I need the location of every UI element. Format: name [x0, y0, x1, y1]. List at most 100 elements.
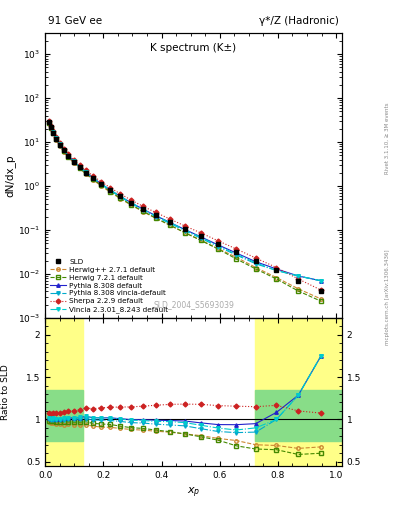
Pythia 8.308 default	[66, 153, 71, 159]
Pythia 8.308 default	[182, 226, 187, 232]
Herwig++ 2.7.1 default	[99, 183, 104, 189]
Pythia 8.308 default	[167, 219, 172, 225]
Sherpa 2.2.9 default	[182, 223, 187, 229]
SLD	[72, 159, 76, 165]
Pythia 8.308 default	[253, 259, 258, 265]
SLD	[99, 181, 104, 187]
Pythia 8.308 vincia-default	[91, 176, 95, 182]
Pythia 8.308 default	[118, 193, 123, 199]
Herwig++ 2.7.1 default	[274, 274, 279, 281]
Sherpa 2.2.9 default	[167, 216, 172, 222]
Vincia 2.3.01_8.243 default	[49, 124, 53, 130]
Vincia 2.3.01_8.243 default	[57, 141, 62, 147]
Vincia 2.3.01_8.243 default	[167, 220, 172, 226]
Pythia 8.308 vincia-default	[296, 273, 301, 279]
SLD	[46, 119, 51, 125]
Herwig++ 2.7.1 default	[182, 229, 187, 236]
Pythia 8.308 vincia-default	[66, 153, 71, 159]
Pythia 8.308 default	[296, 273, 301, 279]
SLD	[296, 278, 301, 284]
Vincia 2.3.01_8.243 default	[129, 200, 133, 206]
Text: γ*/Z (Hadronic): γ*/Z (Hadronic)	[259, 16, 339, 26]
Vincia 2.3.01_8.243 default	[51, 129, 56, 135]
Sherpa 2.2.9 default	[84, 167, 88, 174]
SLD	[118, 194, 123, 200]
Vincia 2.3.01_8.243 default	[234, 251, 239, 258]
Line: Vincia 2.3.01_8.243 default: Vincia 2.3.01_8.243 default	[47, 120, 323, 283]
Pythia 8.308 vincia-default	[99, 181, 104, 187]
Herwig 7.2.1 default	[198, 238, 203, 244]
Sherpa 2.2.9 default	[319, 287, 323, 293]
SLD	[167, 219, 172, 225]
Herwig 7.2.1 default	[57, 142, 62, 148]
SLD	[141, 206, 145, 212]
Vincia 2.3.01_8.243 default	[77, 163, 82, 169]
Bar	[255, 390, 342, 440]
Pythia 8.308 vincia-default	[182, 227, 187, 233]
Pythia 8.308 default	[77, 164, 82, 170]
Y-axis label: Ratio to SLD: Ratio to SLD	[0, 364, 9, 420]
Sherpa 2.2.9 default	[216, 238, 220, 244]
Sherpa 2.2.9 default	[54, 134, 59, 140]
Pythia 8.308 vincia-default	[274, 267, 279, 273]
Pythia 8.308 default	[72, 158, 76, 164]
Herwig 7.2.1 default	[77, 165, 82, 171]
Pythia 8.308 vincia-default	[118, 194, 123, 200]
Herwig++ 2.7.1 default	[198, 237, 203, 243]
SLD	[61, 147, 66, 154]
Pythia 8.308 vincia-default	[319, 278, 323, 284]
Vincia 2.3.01_8.243 default	[198, 234, 203, 241]
Sherpa 2.2.9 default	[274, 265, 279, 271]
Bar	[45, 318, 83, 466]
SLD	[49, 124, 53, 130]
SLD	[108, 187, 113, 194]
Herwig++ 2.7.1 default	[54, 137, 59, 143]
Pythia 8.308 vincia-default	[216, 244, 220, 250]
Vincia 2.3.01_8.243 default	[46, 119, 51, 125]
Sherpa 2.2.9 default	[108, 185, 113, 191]
Pythia 8.308 vincia-default	[198, 235, 203, 241]
SLD	[77, 164, 82, 170]
Pythia 8.308 default	[141, 206, 145, 212]
Herwig 7.2.1 default	[108, 188, 113, 195]
Herwig++ 2.7.1 default	[61, 148, 66, 155]
Herwig++ 2.7.1 default	[66, 154, 71, 160]
Pythia 8.308 vincia-default	[153, 214, 158, 220]
Herwig++ 2.7.1 default	[141, 208, 145, 215]
Herwig++ 2.7.1 default	[234, 254, 239, 260]
Herwig 7.2.1 default	[61, 148, 66, 154]
Pythia 8.308 vincia-default	[49, 124, 53, 131]
Text: Rivet 3.1.10, ≥ 3M events: Rivet 3.1.10, ≥ 3M events	[385, 102, 390, 174]
Herwig++ 2.7.1 default	[49, 125, 53, 131]
Herwig 7.2.1 default	[153, 215, 158, 221]
Pythia 8.308 default	[274, 266, 279, 272]
Pythia 8.308 default	[46, 119, 51, 125]
Sherpa 2.2.9 default	[234, 246, 239, 252]
SLD	[51, 130, 56, 136]
Herwig++ 2.7.1 default	[77, 165, 82, 172]
SLD	[84, 170, 88, 176]
Herwig 7.2.1 default	[141, 208, 145, 215]
Sherpa 2.2.9 default	[66, 152, 71, 158]
Pythia 8.308 vincia-default	[129, 200, 133, 206]
Pythia 8.308 vincia-default	[234, 252, 239, 258]
Vincia 2.3.01_8.243 default	[274, 267, 279, 273]
Herwig++ 2.7.1 default	[167, 222, 172, 228]
Text: SLD_2004_S5693039: SLD_2004_S5693039	[153, 301, 234, 309]
Herwig 7.2.1 default	[49, 124, 53, 131]
Vincia 2.3.01_8.243 default	[216, 243, 220, 249]
Vincia 2.3.01_8.243 default	[84, 169, 88, 175]
Herwig 7.2.1 default	[84, 170, 88, 177]
Line: SLD: SLD	[46, 120, 323, 294]
Sherpa 2.2.9 default	[141, 203, 145, 209]
Pythia 8.308 vincia-default	[167, 220, 172, 226]
Herwig 7.2.1 default	[72, 159, 76, 165]
Pythia 8.308 vincia-default	[84, 169, 88, 176]
Pythia 8.308 default	[129, 200, 133, 206]
Vincia 2.3.01_8.243 default	[319, 278, 323, 284]
Herwig++ 2.7.1 default	[118, 196, 123, 202]
SLD	[216, 241, 220, 247]
Pythia 8.308 vincia-default	[108, 187, 113, 194]
Pythia 8.308 default	[61, 147, 66, 153]
Pythia 8.308 vincia-default	[77, 164, 82, 170]
